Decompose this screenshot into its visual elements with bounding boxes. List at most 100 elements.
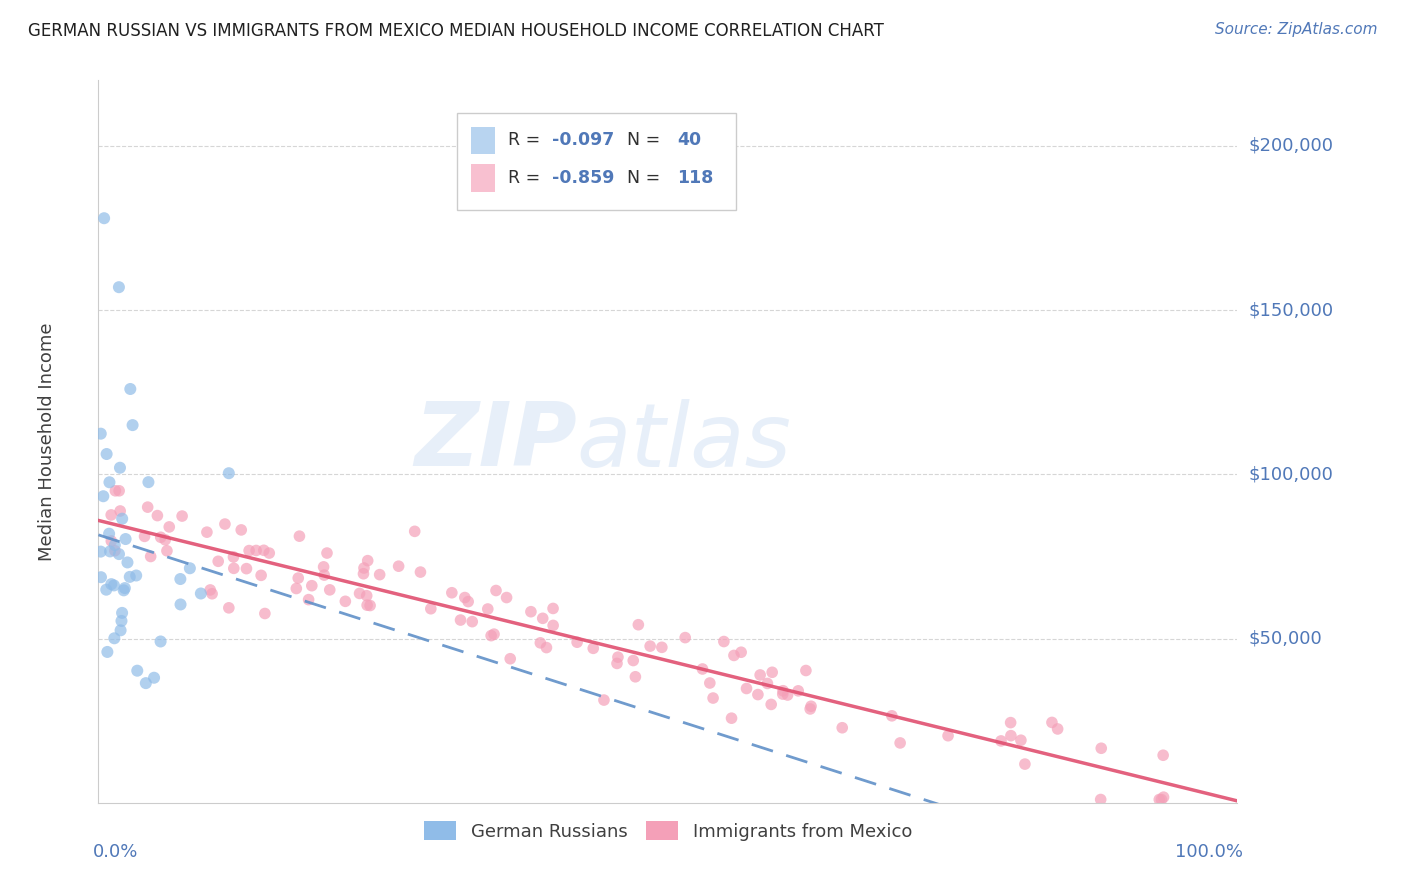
- Point: [100, 534, 122, 549]
- Point: [889, 736, 911, 750]
- Point: [259, 546, 281, 560]
- Point: [799, 702, 821, 716]
- Point: [96, 582, 118, 597]
- Point: [565, 635, 588, 649]
- Point: [195, 525, 218, 540]
- Point: [1090, 792, 1112, 806]
- Text: R =: R =: [509, 169, 546, 186]
- Point: [335, 594, 357, 608]
- Text: ZIP: ZIP: [413, 398, 576, 485]
- Point: [723, 648, 745, 663]
- Point: [651, 640, 673, 655]
- Text: $50,000: $50,000: [1249, 630, 1322, 648]
- Point: [356, 598, 378, 612]
- Point: [477, 602, 499, 616]
- Point: [143, 671, 166, 685]
- Point: [114, 532, 136, 546]
- Point: [357, 554, 380, 568]
- Point: [756, 676, 779, 690]
- Point: [108, 547, 131, 561]
- Point: [531, 611, 554, 625]
- Point: [936, 729, 959, 743]
- Point: [169, 572, 191, 586]
- Point: [536, 640, 558, 655]
- Point: [149, 530, 172, 544]
- Text: Median Household Income: Median Household Income: [38, 322, 56, 561]
- Point: [96, 645, 118, 659]
- Point: [404, 524, 426, 539]
- Point: [218, 600, 240, 615]
- Point: [288, 529, 311, 543]
- Point: [134, 529, 156, 543]
- Text: R =: R =: [509, 131, 546, 149]
- Point: [98, 544, 121, 558]
- Point: [1010, 733, 1032, 747]
- Text: $200,000: $200,000: [1249, 137, 1333, 155]
- Point: [93, 211, 115, 226]
- Point: [356, 589, 378, 603]
- Point: [100, 508, 122, 522]
- Point: [479, 629, 502, 643]
- Point: [990, 734, 1012, 748]
- Point: [776, 688, 799, 702]
- Point: [1000, 729, 1022, 743]
- Point: [454, 591, 477, 605]
- Point: [301, 579, 323, 593]
- Point: [135, 676, 157, 690]
- Point: [120, 382, 142, 396]
- Text: Source: ZipAtlas.com: Source: ZipAtlas.com: [1215, 22, 1378, 37]
- Point: [218, 467, 240, 481]
- Point: [419, 601, 441, 615]
- Point: [114, 581, 136, 595]
- Text: atlas: atlas: [576, 399, 792, 484]
- Point: [747, 688, 769, 702]
- Point: [111, 511, 134, 525]
- Point: [457, 594, 479, 608]
- Point: [730, 645, 752, 659]
- Point: [541, 601, 564, 615]
- Point: [297, 592, 319, 607]
- Point: [735, 681, 758, 696]
- Text: 118: 118: [676, 169, 713, 186]
- Point: [529, 636, 551, 650]
- Text: N =: N =: [616, 131, 666, 149]
- Point: [800, 699, 823, 714]
- Point: [1000, 715, 1022, 730]
- Point: [91, 489, 114, 503]
- Bar: [471, 164, 495, 192]
- Text: 40: 40: [676, 131, 702, 149]
- Point: [287, 571, 309, 585]
- Text: 0.0%: 0.0%: [93, 843, 138, 861]
- Point: [111, 606, 134, 620]
- Point: [104, 543, 127, 558]
- Point: [582, 641, 605, 656]
- Point: [450, 613, 472, 627]
- Point: [880, 708, 903, 723]
- Point: [499, 651, 522, 665]
- Point: [214, 517, 236, 532]
- Point: [319, 582, 342, 597]
- Point: [96, 447, 118, 461]
- Point: [118, 570, 141, 584]
- Point: [482, 627, 505, 641]
- Point: [104, 483, 127, 498]
- Point: [200, 582, 222, 597]
- Point: [353, 561, 375, 575]
- Point: [312, 560, 335, 574]
- Text: $150,000: $150,000: [1249, 301, 1333, 319]
- Point: [146, 508, 169, 523]
- Point: [125, 568, 148, 582]
- Point: [593, 693, 616, 707]
- Point: [461, 615, 484, 629]
- Point: [222, 549, 245, 564]
- Point: [100, 577, 122, 591]
- Point: [749, 668, 772, 682]
- Text: GERMAN RUSSIAN VS IMMIGRANTS FROM MEXICO MEDIAN HOUSEHOLD INCOME CORRELATION CHA: GERMAN RUSSIAN VS IMMIGRANTS FROM MEXICO…: [28, 22, 884, 40]
- Point: [606, 657, 628, 671]
- Point: [1152, 748, 1174, 763]
- Point: [638, 639, 661, 653]
- Point: [238, 543, 260, 558]
- Point: [156, 543, 179, 558]
- Point: [139, 549, 162, 564]
- Bar: [457, 112, 737, 211]
